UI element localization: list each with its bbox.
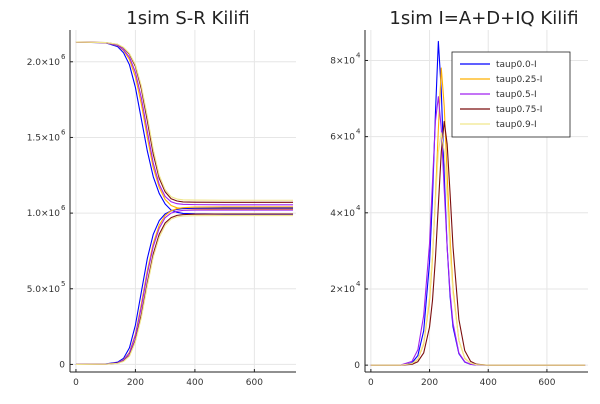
panel-1-series-line-2 (75, 41, 294, 210)
panel-1-y-tick-label-2: 1.0×10 (27, 209, 61, 219)
panel-2-y-tick-label-4: 8×10 (330, 56, 355, 66)
panel-1-series-line-1 (75, 41, 294, 215)
panel-2-y-tick-label-0: 0 (354, 361, 360, 371)
panel-1-series-line-6 (75, 207, 294, 365)
panel-2-legend-label-3: taup0.5-I (496, 90, 537, 100)
panel-2-legend-label-2: taup0.25-I (496, 75, 542, 85)
panel-2-title: 1sim I=A+D+IQ Kilifi (389, 8, 578, 29)
panel-2-y-tick-label-3: 6×10 (330, 133, 355, 143)
panel-1-x-tick-label-2: 400 (186, 378, 203, 388)
panel-2-series-line-5 (370, 132, 586, 366)
panel-2-legend-label-5: taup0.9-I (496, 120, 537, 130)
panel-1-title: 1sim S-R Kilifi (126, 8, 249, 29)
panel-2-x-tick-label-3: 600 (538, 378, 555, 388)
panel-1-x-tick-label-3: 600 (246, 378, 263, 388)
panel-1-series-line-10 (75, 214, 294, 365)
panel-2-y-tick-exponent-4: 4 (356, 51, 361, 59)
panel-2-plot-area: 0 200 400 60002×1044×1046×1048×104taup0.0-I… (330, 30, 588, 388)
panel-1-x-tick-label-1: 200 (127, 378, 144, 388)
panel-1-series-line-5 (75, 41, 294, 201)
panel-1-y-tick-label-0: 0 (59, 360, 65, 370)
panel-2-legend-label-4: taup0.75-I (496, 105, 542, 115)
panel-2-legend: taup0.0-I taup0.25-I taup0.5-I taup0.75-I ta… (451, 51, 571, 138)
panel-1-y-tick-label-3: 1.5×10 (27, 133, 61, 143)
panel-1-y-tick-exponent-3: 6 (61, 128, 66, 136)
panel-2-y-tick-exponent-2: 4 (356, 204, 361, 212)
panel-1-series-line-8 (75, 209, 294, 365)
panel-1-y-tick-exponent-4: 6 (61, 53, 66, 61)
panel-1-series-line-7 (75, 206, 294, 365)
panel-1-series-line-4 (75, 41, 294, 203)
panel-2-y-tick-exponent-1: 4 (356, 280, 361, 288)
panel-1-y-tick-label-4: 2.0×10 (27, 58, 61, 68)
panel-2-x-tick-label-2: 400 (480, 378, 497, 388)
panel-2-y-tick-exponent-3: 4 (356, 128, 361, 136)
panel-2-y-tick-label-2: 4×10 (330, 209, 355, 219)
panel-2-x-tick-label-1: 200 (421, 378, 438, 388)
panel-2-y-tick-label-1: 2×10 (330, 285, 355, 295)
panel-2-series-line-4 (370, 120, 586, 366)
panel-1-x-tick-label-0: 0 (73, 378, 79, 388)
panel-1-y-tick-exponent-2: 6 (61, 204, 66, 212)
panel-2-x-tick-label-0: 0 (368, 378, 374, 388)
panel-2-legend-label-1: taup0.0-I (496, 60, 537, 70)
panel-1-y-tick-exponent-1: 5 (61, 280, 65, 288)
panel-1-y-tick-label-1: 5.0×10 (27, 285, 61, 295)
panel-1-series-line-3 (75, 41, 294, 206)
